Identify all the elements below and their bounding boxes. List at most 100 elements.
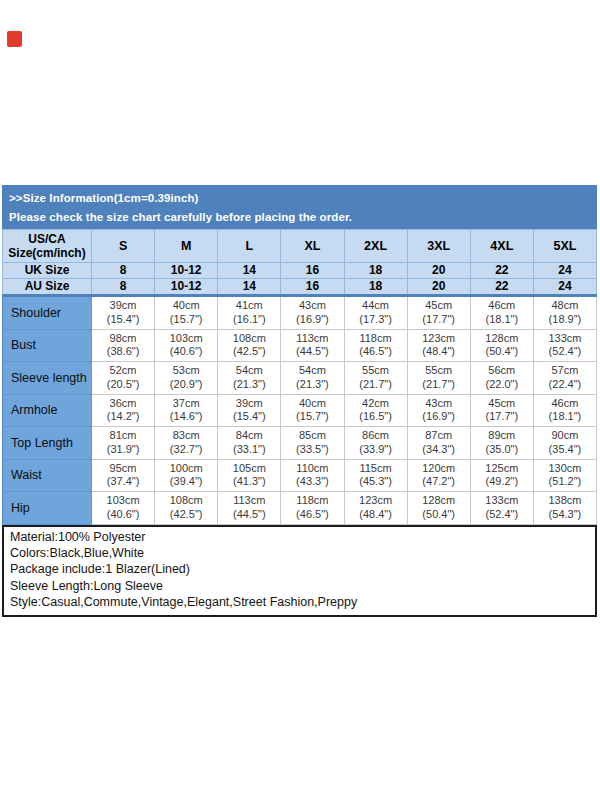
measurement-label: Hip [3,492,92,525]
intl-size-label: UK Size [3,263,92,279]
measurement-cell: 44cm (17.3") [344,296,407,330]
measurement-cell: 118cm (46.5") [281,492,344,525]
measurement-cell: 45cm (17.7") [470,394,533,427]
measurement-row: Waist95cm (37.4")100cm (39.4")105cm (41.… [3,459,597,492]
measurement-cell: 130cm (51.2") [533,459,596,492]
corner-cell: US/CA Size(cm/inch) [3,230,92,263]
size-table: US/CA Size(cm/inch) SMLXL2XL3XL4XL5XL UK… [2,229,597,525]
intl-size-value: 18 [344,279,407,296]
measurement-cell: 103cm (40.6") [92,492,155,525]
measurement-cell: 54cm (21.3") [218,362,281,395]
detail-line: Colors:Black,Blue,White [10,545,589,561]
measurement-cell: 39cm (15.4") [92,296,155,330]
measurement-cell: 48cm (18.9") [533,296,596,330]
detail-line: Package include:1 Blazer(Lined) [10,561,589,577]
measurement-cell: 54cm (21.3") [281,362,344,395]
measurement-cell: 123cm (48.4") [407,329,470,362]
section-header: >>Size Information(1cm=0.39inch) Please … [2,185,597,229]
size-info-section: >>Size Information(1cm=0.39inch) Please … [2,185,597,617]
measurement-cell: 57cm (22.4") [533,362,596,395]
measurement-row: Hip103cm (40.6")108cm (42.5")113cm (44.5… [3,492,597,525]
size-table-head: US/CA Size(cm/inch) SMLXL2XL3XL4XL5XL UK… [3,230,597,296]
size-col-header: M [155,230,218,263]
measurement-cell: 133cm (52.4") [533,329,596,362]
measurement-label: Sleeve length [3,362,92,395]
measurement-cell: 81cm (31.9") [92,427,155,460]
measurement-cell: 36cm (14.2") [92,394,155,427]
measurement-cell: 98cm (38.6") [92,329,155,362]
intl-size-value: 20 [407,279,470,296]
brand-badge-icon [7,31,22,47]
measurement-cell: 138cm (54.3") [533,492,596,525]
detail-line: Sleeve Length:Long Sleeve [10,578,589,594]
intl-size-value: 8 [92,263,155,279]
intl-size-value: 16 [281,263,344,279]
measurement-cell: 108cm (42.5") [155,492,218,525]
measurement-cell: 45cm (17.7") [407,296,470,330]
size-col-header: XL [281,230,344,263]
detail-line: Style:Casual,Commute,Vintage,Elegant,Str… [10,594,589,610]
measurement-label: Armhole [3,394,92,427]
measurement-cell: 120cm (47.2") [407,459,470,492]
intl-size-value: 18 [344,263,407,279]
measurement-cell: 105cm (41.3") [218,459,281,492]
intl-size-value: 14 [218,263,281,279]
measurement-cell: 95cm (37.4") [92,459,155,492]
measurement-label: Shoulder [3,296,92,330]
intl-size-value: 16 [281,279,344,296]
section-subtitle: Please check the size chart carefully be… [9,208,597,227]
measurement-row: Bust98cm (38.6")103cm (40.6")108cm (42.5… [3,329,597,362]
measurement-cell: 52cm (20.5") [92,362,155,395]
measurement-cell: 123cm (48.4") [344,492,407,525]
intl-size-row: UK Size810-12141618202224 [3,263,597,279]
size-table-body: Shoulder39cm (15.4")40cm (15.7")41cm (16… [3,296,597,525]
measurement-row: Top Length81cm (31.9")83cm (32.7")84cm (… [3,427,597,460]
intl-size-value: 24 [533,279,596,296]
measurement-cell: 83cm (32.7") [155,427,218,460]
measurement-cell: 39cm (15.4") [218,394,281,427]
measurement-cell: 113cm (44.5") [281,329,344,362]
intl-size-value: 10-12 [155,263,218,279]
measurement-cell: 125cm (49.2") [470,459,533,492]
measurement-cell: 85cm (33.5") [281,427,344,460]
measurement-cell: 55cm (21.7") [344,362,407,395]
measurement-cell: 110cm (43.3") [281,459,344,492]
measurement-row: Armhole36cm (14.2")37cm (14.6")39cm (15.… [3,394,597,427]
measurement-cell: 100cm (39.4") [155,459,218,492]
measurement-cell: 37cm (14.6") [155,394,218,427]
intl-size-row: AU Size810-12141618202224 [3,279,597,296]
intl-size-value: 14 [218,279,281,296]
measurement-cell: 84cm (33.1") [218,427,281,460]
product-details-box: Material:100% PolyesterColors:Black,Blue… [2,525,597,617]
measurement-cell: 40cm (15.7") [281,394,344,427]
measurement-cell: 55cm (21.7") [407,362,470,395]
measurement-cell: 113cm (44.5") [218,492,281,525]
intl-size-label: AU Size [3,279,92,296]
size-col-header: 2XL [344,230,407,263]
size-col-header: 3XL [407,230,470,263]
measurement-label: Top Length [3,427,92,460]
measurement-cell: 56cm (22.0") [470,362,533,395]
size-chart-page: >>Size Information(1cm=0.39inch) Please … [0,0,600,800]
measurement-cell: 89cm (35.0") [470,427,533,460]
size-col-header: S [92,230,155,263]
measurement-cell: 46cm (18.1") [533,394,596,427]
measurement-cell: 41cm (16.1") [218,296,281,330]
size-header-row: US/CA Size(cm/inch) SMLXL2XL3XL4XL5XL [3,230,597,263]
measurement-row: Sleeve length52cm (20.5")53cm (20.9")54c… [3,362,597,395]
measurement-cell: 103cm (40.6") [155,329,218,362]
measurement-cell: 46cm (18.1") [470,296,533,330]
size-col-header: L [218,230,281,263]
measurement-cell: 42cm (16.5") [344,394,407,427]
measurement-cell: 115cm (45.3") [344,459,407,492]
detail-line: Material:100% Polyester [10,529,589,545]
size-col-header: 4XL [470,230,533,263]
measurement-cell: 87cm (34.3") [407,427,470,460]
measurement-cell: 40cm (15.7") [155,296,218,330]
section-title: >>Size Information(1cm=0.39inch) [9,189,597,208]
measurement-cell: 53cm (20.9") [155,362,218,395]
measurement-cell: 128cm (50.4") [407,492,470,525]
intl-size-value: 24 [533,263,596,279]
measurement-cell: 133cm (52.4") [470,492,533,525]
intl-size-value: 8 [92,279,155,296]
